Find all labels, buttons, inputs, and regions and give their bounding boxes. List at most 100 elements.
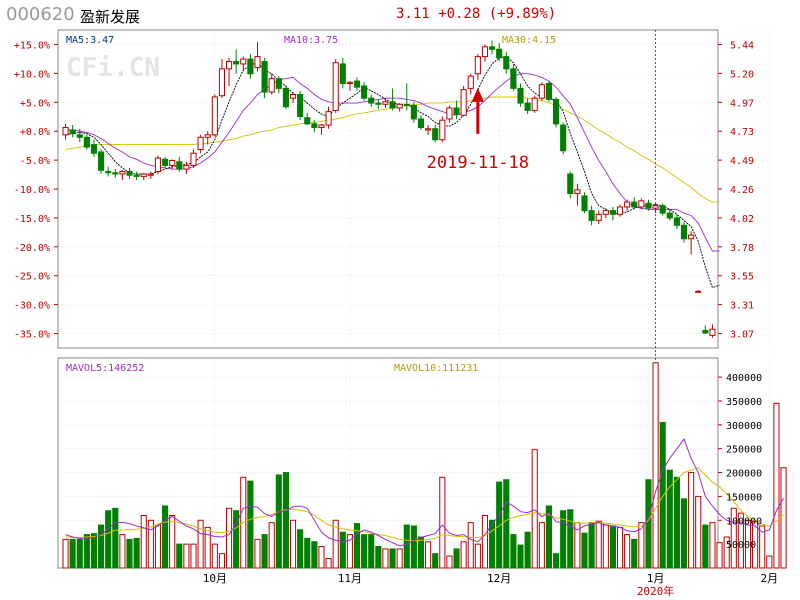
volume-bar [176, 543, 183, 569]
candle-body [98, 151, 105, 171]
volume-bar [716, 542, 723, 569]
volume-bar [510, 534, 517, 569]
candle-body [695, 290, 702, 293]
volume-bar [737, 512, 744, 569]
annotation-arrow-head [471, 87, 484, 102]
volume-bar [453, 548, 460, 569]
volume-bar [439, 476, 446, 569]
candle-body [119, 171, 126, 175]
candle-body [339, 63, 346, 85]
volume-bar [702, 524, 709, 569]
candle-body [368, 97, 375, 104]
year-label: 2020年 [637, 584, 675, 598]
volume-bar [275, 474, 282, 569]
vol-ma10-label: MAVOL10:111231 [394, 363, 478, 374]
candle-body [247, 58, 254, 75]
volume-bar [162, 505, 169, 569]
candle-body [631, 201, 638, 208]
candle-layer [62, 40, 716, 338]
candle-body [197, 136, 204, 151]
volume-bar [752, 521, 759, 569]
volume-bar [332, 519, 339, 569]
candle-body [361, 85, 368, 99]
volume-bar [225, 507, 233, 569]
candle-body [204, 134, 211, 138]
volume-bar [474, 543, 481, 569]
price-tick-label: 3.55 [730, 272, 754, 283]
candle-body [432, 128, 439, 141]
candle-body [460, 89, 467, 116]
pct-tick-label: -35.0% [14, 330, 50, 341]
volume-bar [531, 449, 538, 569]
candle-body [140, 173, 147, 177]
volume-bar [759, 525, 766, 569]
ma30-line [65, 96, 720, 203]
volume-tick-label: 250000 [726, 445, 762, 456]
volume-bar [467, 522, 474, 569]
pct-tick-label: -30.0% [14, 301, 50, 312]
candle-body [211, 96, 218, 136]
candle-body [474, 56, 481, 75]
candle-body [261, 61, 268, 93]
price-tick-label: 3.31 [730, 301, 754, 312]
candle-body [560, 124, 567, 152]
candle-body [453, 107, 460, 115]
volume-bar [602, 524, 609, 569]
candle-body [567, 173, 574, 195]
candle-body [169, 160, 176, 166]
price-tick-label: 4.02 [730, 214, 754, 225]
volume-bar [69, 538, 76, 569]
volume-bar [695, 495, 702, 569]
candle-body [446, 107, 453, 120]
candle-body [147, 173, 154, 176]
candle-body [574, 189, 581, 195]
volume-bar [503, 479, 510, 569]
candle-body [190, 152, 197, 166]
candle-body [503, 56, 510, 70]
volume-bar [666, 469, 673, 569]
candle-body [154, 157, 162, 173]
volume-bar [382, 548, 389, 569]
candle-body [375, 102, 382, 105]
candle-body [69, 129, 76, 135]
volume-bar [538, 522, 545, 569]
candle-body [702, 329, 709, 334]
volume-layer [62, 362, 787, 569]
volume-bar [112, 507, 119, 569]
volume-bar [410, 525, 417, 569]
x-tick-label: 2月 [761, 572, 779, 585]
pct-tick-label: +5.0% [20, 98, 50, 109]
candle-body [659, 205, 666, 214]
volume-tick-label: 350000 [726, 397, 762, 408]
volume-bar [368, 534, 375, 569]
volume-bar [353, 523, 361, 569]
candle-body [616, 206, 624, 215]
volume-bar [375, 546, 382, 569]
volume-bar [126, 538, 133, 569]
volume-bar [247, 480, 254, 569]
candle-body [275, 78, 282, 89]
candle-body [581, 195, 588, 212]
candle-body [304, 117, 311, 125]
candle-body [680, 224, 688, 240]
volume-bar [297, 529, 304, 569]
volume-bar [432, 553, 439, 569]
candle-body [709, 328, 716, 336]
candle-body [524, 102, 531, 111]
candle-body [425, 128, 432, 131]
volume-bar [282, 472, 289, 569]
vol-ma5-line [65, 438, 784, 547]
candle-body [638, 200, 645, 208]
price-tick-label: 4.49 [730, 156, 754, 167]
candle-body [218, 68, 226, 97]
volume-bar [560, 510, 567, 569]
volume-bar [588, 522, 595, 569]
candle-body [410, 105, 417, 120]
volume-bar [489, 519, 496, 569]
volume-bar [403, 524, 410, 569]
volume-bar [581, 532, 588, 569]
volume-bar [652, 362, 659, 569]
candle-body [467, 75, 474, 89]
pct-tick-label: +10.0% [14, 69, 50, 80]
